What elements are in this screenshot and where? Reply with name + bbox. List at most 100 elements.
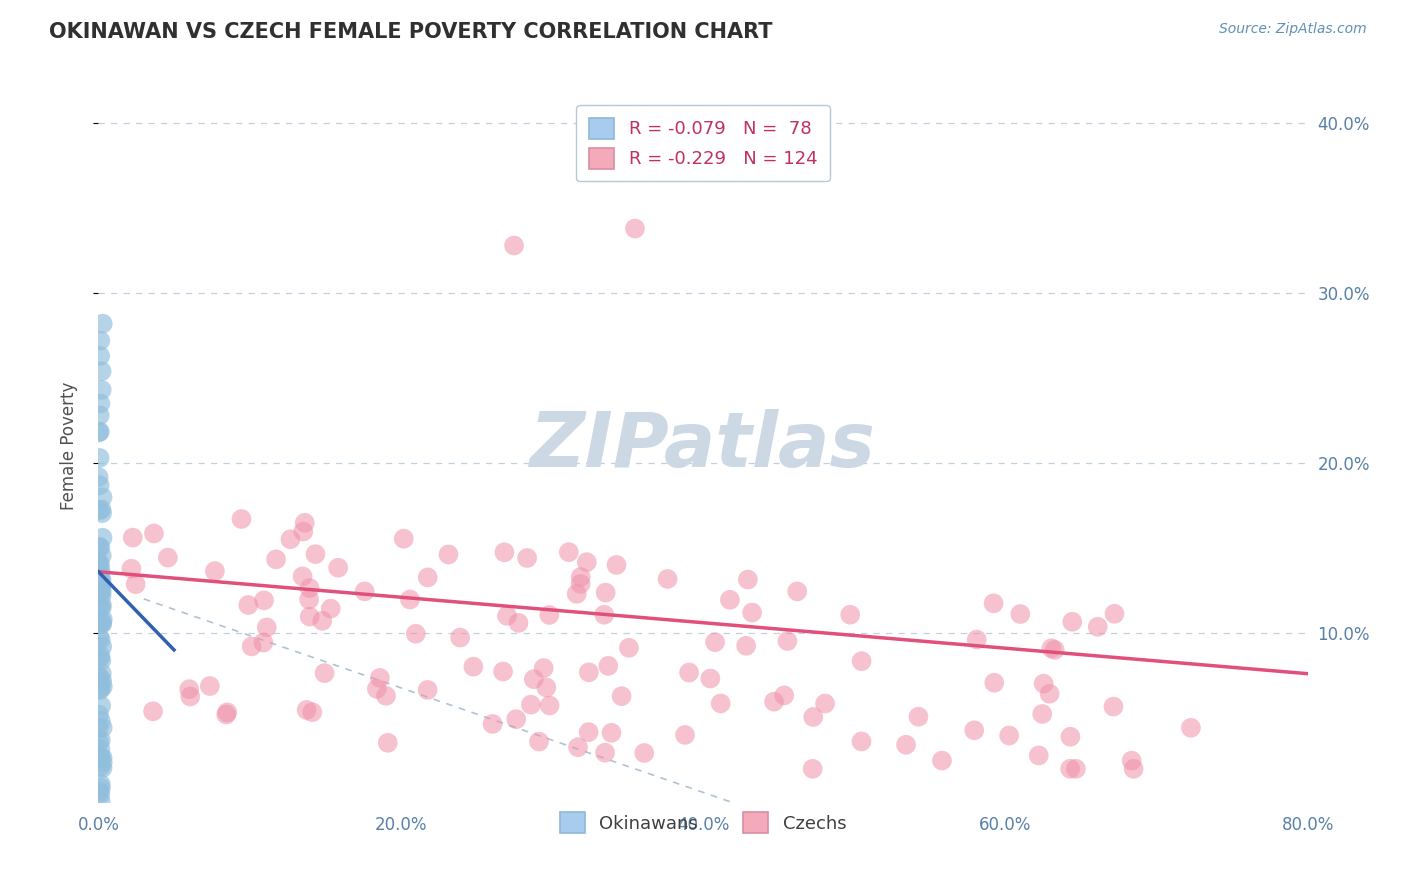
Point xyxy=(89,683,111,698)
Point xyxy=(291,569,314,583)
Point xyxy=(851,654,873,668)
Point xyxy=(520,698,543,712)
Point xyxy=(90,364,112,378)
Point xyxy=(89,450,111,465)
Point xyxy=(600,726,623,740)
Point xyxy=(301,705,323,719)
Point xyxy=(505,712,527,726)
Point xyxy=(264,552,287,566)
Point xyxy=(292,524,315,539)
Point xyxy=(375,689,398,703)
Point xyxy=(89,576,111,591)
Point xyxy=(801,762,824,776)
Legend: Okinawans, Czechs: Okinawans, Czechs xyxy=(553,805,853,840)
Point xyxy=(523,672,546,686)
Text: ZIPatlas: ZIPatlas xyxy=(530,409,876,483)
Point xyxy=(90,579,112,593)
Point xyxy=(87,503,110,517)
Point xyxy=(814,697,837,711)
Point xyxy=(304,547,326,561)
Point xyxy=(90,681,112,696)
Point xyxy=(253,593,276,607)
Point xyxy=(89,671,111,685)
Point xyxy=(142,526,165,541)
Point xyxy=(617,640,640,655)
Point xyxy=(87,749,110,764)
Point xyxy=(353,584,375,599)
Point xyxy=(998,729,1021,743)
Point xyxy=(90,578,112,592)
Point xyxy=(377,736,399,750)
Point xyxy=(516,551,538,566)
Point xyxy=(89,760,111,774)
Point xyxy=(983,675,1005,690)
Point xyxy=(773,689,796,703)
Point xyxy=(710,697,733,711)
Point xyxy=(91,612,114,626)
Point xyxy=(492,665,515,679)
Point xyxy=(704,635,727,649)
Point xyxy=(91,640,114,654)
Point xyxy=(91,490,114,504)
Point xyxy=(605,558,627,572)
Point xyxy=(156,550,179,565)
Point xyxy=(142,704,165,718)
Point xyxy=(851,734,873,748)
Point xyxy=(399,592,422,607)
Y-axis label: Female Poverty: Female Poverty xyxy=(59,382,77,510)
Point xyxy=(90,583,112,598)
Point xyxy=(89,566,111,580)
Point xyxy=(89,409,111,423)
Point xyxy=(578,725,600,739)
Point xyxy=(87,707,110,722)
Point xyxy=(463,659,485,673)
Point xyxy=(90,749,112,764)
Point xyxy=(1028,748,1050,763)
Point xyxy=(1062,615,1084,629)
Point xyxy=(1064,762,1087,776)
Point xyxy=(569,570,592,584)
Point xyxy=(1087,620,1109,634)
Point xyxy=(90,579,112,593)
Point xyxy=(1031,706,1053,721)
Point xyxy=(1104,607,1126,621)
Point xyxy=(319,601,342,615)
Point xyxy=(763,695,786,709)
Point xyxy=(533,661,555,675)
Point xyxy=(575,555,598,569)
Point xyxy=(90,598,112,612)
Point xyxy=(1040,641,1063,656)
Point xyxy=(90,600,112,615)
Point xyxy=(894,738,917,752)
Point xyxy=(231,512,253,526)
Point xyxy=(90,574,112,589)
Point xyxy=(90,549,112,563)
Point xyxy=(578,665,600,680)
Point xyxy=(593,607,616,622)
Point xyxy=(91,673,114,688)
Point xyxy=(89,558,111,572)
Point xyxy=(1043,643,1066,657)
Point xyxy=(392,532,415,546)
Point xyxy=(217,706,239,720)
Point xyxy=(678,665,700,680)
Point xyxy=(91,616,114,631)
Point xyxy=(737,573,759,587)
Point xyxy=(89,787,111,801)
Point xyxy=(89,742,111,756)
Point xyxy=(91,615,114,629)
Point xyxy=(89,785,111,799)
Point xyxy=(416,570,439,584)
Point xyxy=(87,470,110,484)
Point xyxy=(314,666,336,681)
Point xyxy=(90,589,112,603)
Point xyxy=(121,531,143,545)
Point xyxy=(328,560,350,574)
Point xyxy=(527,734,550,748)
Point xyxy=(280,533,302,547)
Point xyxy=(91,506,114,520)
Point xyxy=(89,425,111,439)
Point xyxy=(87,735,110,749)
Point xyxy=(89,541,111,555)
Point xyxy=(91,531,114,545)
